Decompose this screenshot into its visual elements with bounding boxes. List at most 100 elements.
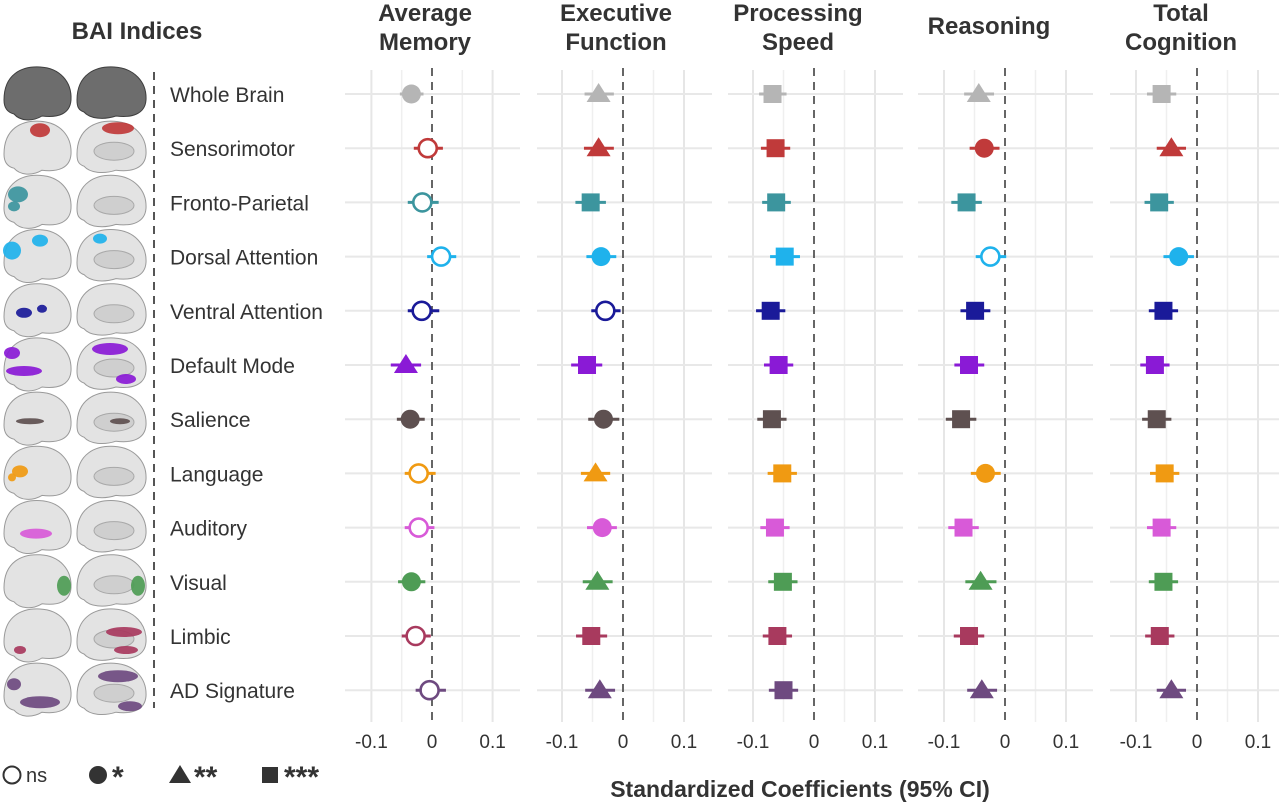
point-language — [773, 464, 792, 483]
panel-average-memory: Average Memory -0.1 0 0.1 — [345, 0, 520, 753]
legend-symbol-triangle — [169, 765, 191, 783]
chart-panels: Average Memory -0.1 0 0.1 Executive Function -0… — [345, 0, 1279, 753]
point-visual — [968, 570, 993, 590]
panel-title: Processing Speed — [733, 0, 862, 56]
point-ad-signature — [774, 681, 793, 700]
medial-wall — [93, 141, 135, 161]
point-visual — [585, 570, 610, 590]
point-salience — [400, 409, 420, 429]
lateral-brain-view — [3, 391, 72, 446]
point-salience — [593, 409, 613, 429]
network-region — [3, 241, 21, 260]
point-fronto-parietal — [412, 192, 433, 213]
brain-thumbnail-dorsal-attention — [3, 229, 147, 283]
medial-wall — [93, 358, 135, 378]
network-region — [93, 233, 107, 244]
bai-indices-title: BAI Indices — [72, 18, 203, 45]
row-label-visual: Visual — [170, 572, 227, 595]
x-tick-label: 0.1 — [1245, 732, 1271, 753]
x-tick-label: 0 — [1000, 732, 1011, 753]
lateral-brain-view — [3, 229, 72, 283]
point-fronto-parietal — [767, 193, 786, 212]
row-label-ad-signature: AD Signature — [170, 680, 295, 703]
point-limbic — [960, 627, 979, 645]
network-region — [32, 234, 48, 247]
point-visual — [773, 572, 792, 591]
legend-label: * — [112, 761, 124, 794]
brain-thumbnails — [3, 66, 147, 717]
point-language — [1155, 464, 1174, 483]
brain-thumbnail-auditory — [3, 500, 147, 554]
point-salience — [952, 410, 971, 429]
row-label-fronto-parietal: Fronto-Parietal — [170, 192, 309, 215]
x-tick-label: 0.1 — [862, 732, 888, 753]
network-region — [116, 374, 136, 384]
medial-wall — [93, 250, 135, 270]
point-default-mode — [578, 356, 597, 374]
lateral-brain-view — [3, 500, 72, 554]
point-dorsal-attention — [980, 246, 1001, 267]
point-limbic — [582, 627, 601, 645]
point-default-mode — [769, 356, 788, 374]
medial-wall — [93, 683, 135, 703]
brain-thumbnail-ad-signature — [3, 662, 147, 717]
point-default-mode — [393, 354, 418, 373]
lateral-brain-view — [3, 120, 72, 175]
legend-label: ** — [194, 761, 218, 794]
network-region — [92, 343, 128, 355]
row-label-ventral-attention: Ventral Attention — [170, 301, 323, 324]
point-language — [583, 462, 608, 482]
lateral-brain-view — [3, 608, 72, 663]
network-region — [102, 122, 134, 135]
medial-wall — [93, 575, 135, 595]
point-salience — [762, 410, 781, 429]
point-auditory — [765, 518, 784, 537]
brain-thumbnail-salience — [3, 391, 147, 446]
row-label-default-mode: Default Mode — [170, 355, 295, 378]
lateral-brain-view — [3, 445, 72, 500]
brain-thumbnail-whole-brain — [3, 66, 147, 121]
network-region — [98, 670, 138, 683]
network-region — [16, 307, 32, 318]
point-dorsal-attention — [1169, 247, 1189, 267]
panel-title: Total Cognition — [1125, 0, 1237, 56]
panel-title: Executive Function — [560, 0, 672, 56]
point-auditory — [408, 517, 429, 538]
point-limbic — [1150, 627, 1169, 645]
point-dorsal-attention — [775, 247, 794, 266]
row-labels: Whole Brain Sensorimotor Fronto-Parietal Do… — [170, 84, 323, 703]
x-tick-label: -0.1 — [737, 732, 770, 753]
point-ventral-attention — [411, 300, 432, 322]
point-auditory — [954, 518, 973, 537]
point-ventral-attention — [1154, 301, 1173, 320]
point-auditory — [1152, 518, 1171, 537]
point-default-mode — [1145, 356, 1164, 374]
point-fronto-parietal — [1150, 193, 1169, 212]
point-visual — [1154, 572, 1173, 591]
point-default-mode — [960, 356, 979, 374]
panel-title: Reasoning — [928, 13, 1051, 40]
network-region — [8, 201, 20, 212]
point-ventral-attention — [595, 300, 616, 322]
network-region — [131, 575, 145, 596]
point-ventral-attention — [966, 301, 985, 320]
legend-label: ns — [26, 765, 47, 787]
row-label-salience: Salience — [170, 409, 251, 432]
brain-thumbnail-limbic — [3, 608, 147, 663]
point-whole-brain — [1152, 85, 1171, 103]
point-ventral-attention — [761, 301, 780, 320]
row-label-sensorimotor: Sensorimotor — [170, 138, 295, 161]
medial-wall — [93, 466, 135, 486]
point-dorsal-attention — [430, 246, 452, 267]
x-axis-label: Standardized Coefficients (95% CI) — [610, 776, 990, 802]
brain-thumbnail-language — [3, 445, 147, 500]
point-limbic — [405, 625, 426, 647]
point-whole-brain — [401, 84, 421, 104]
row-label-limbic: Limbic — [170, 626, 231, 649]
network-region — [110, 418, 130, 425]
medial-wall — [93, 195, 135, 215]
point-ad-signature — [419, 679, 440, 701]
network-region — [8, 473, 16, 482]
brain-thumbnail-sensorimotor — [3, 120, 147, 175]
